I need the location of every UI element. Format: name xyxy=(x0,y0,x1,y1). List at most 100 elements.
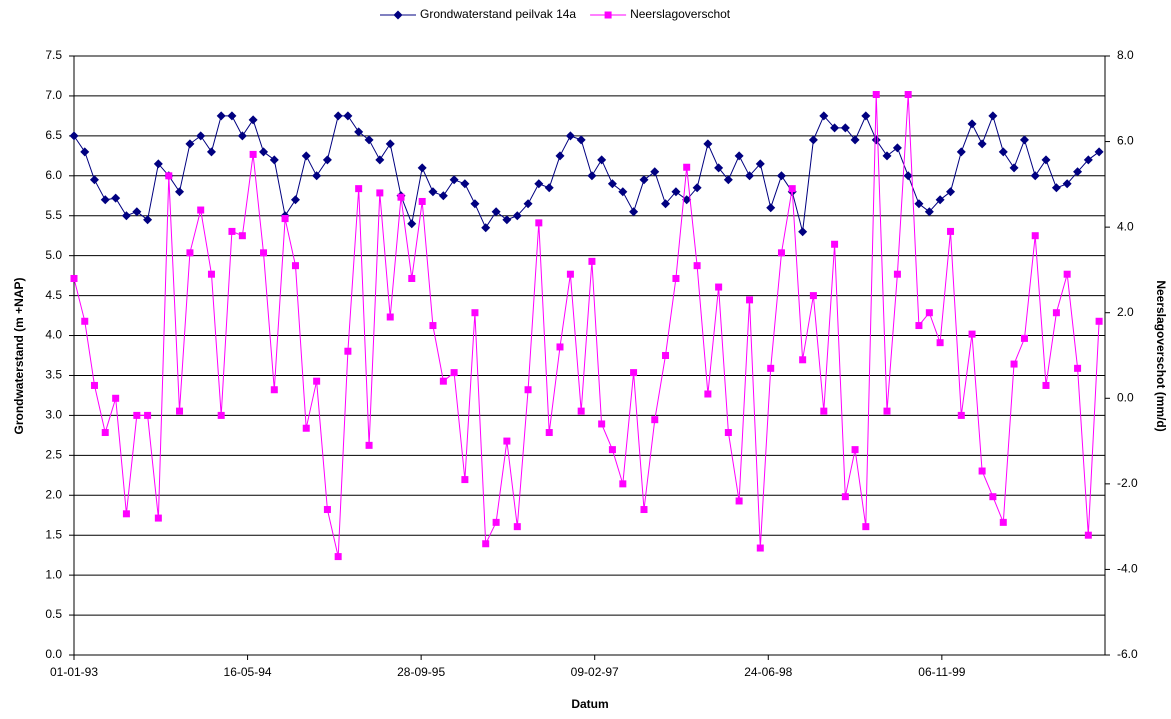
data-point xyxy=(977,139,987,149)
data-point xyxy=(376,189,384,197)
data-point xyxy=(904,91,912,99)
data-point xyxy=(978,467,986,475)
y-tick-label: 5.0 xyxy=(45,248,62,262)
data-point xyxy=(386,313,394,321)
data-point xyxy=(206,147,216,157)
data-point xyxy=(281,215,289,223)
data-point xyxy=(302,424,310,432)
y2-tick-label: -6.0 xyxy=(1117,647,1138,661)
data-point xyxy=(893,270,901,278)
data-point xyxy=(207,270,215,278)
data-point xyxy=(1042,381,1050,389)
data-point xyxy=(249,150,257,158)
data-point xyxy=(355,185,363,193)
y-tick-label: 7.5 xyxy=(45,48,62,62)
data-point xyxy=(746,296,754,304)
data-point xyxy=(840,123,850,133)
data-point xyxy=(101,429,109,437)
data-point xyxy=(745,171,755,181)
data-point xyxy=(512,211,522,221)
series-line xyxy=(73,114,1100,232)
x-tick-label: 01-01-93 xyxy=(50,665,98,679)
data-point xyxy=(619,480,627,488)
data-point xyxy=(175,187,185,197)
data-point xyxy=(1009,163,1019,173)
data-point xyxy=(144,411,152,419)
data-point xyxy=(1020,334,1028,342)
y-tick-label: 6.5 xyxy=(45,128,62,142)
data-point xyxy=(608,446,616,454)
data-point xyxy=(682,195,692,205)
data-point xyxy=(197,206,205,214)
x-tick-label: 16-05-94 xyxy=(224,665,272,679)
data-point xyxy=(588,257,596,265)
data-point xyxy=(819,111,829,121)
data-point xyxy=(903,171,913,181)
data-point xyxy=(862,523,870,531)
data-point xyxy=(491,207,501,217)
data-point xyxy=(715,283,723,291)
data-point xyxy=(301,151,311,161)
data-point xyxy=(545,429,553,437)
data-point xyxy=(69,131,79,141)
y-tick-label: 7.0 xyxy=(45,88,62,102)
data-point xyxy=(385,139,395,149)
x-tick-label: 09-02-97 xyxy=(571,665,619,679)
data-point xyxy=(111,193,121,203)
data-point xyxy=(850,135,860,145)
data-point xyxy=(577,407,585,415)
data-point xyxy=(90,381,98,389)
data-point xyxy=(460,179,470,189)
y2-tick-label: 6.0 xyxy=(1117,134,1134,148)
data-point xyxy=(956,147,966,157)
y-tick-label: 4.5 xyxy=(45,288,62,302)
data-point xyxy=(248,115,258,125)
data-point xyxy=(100,195,110,205)
data-point xyxy=(524,386,532,394)
data-point xyxy=(661,199,671,209)
plot-frame xyxy=(73,55,1106,656)
data-point xyxy=(1095,317,1103,325)
data-point xyxy=(80,147,90,157)
data-point xyxy=(418,197,426,205)
data-point xyxy=(260,249,268,257)
data-point xyxy=(1041,155,1051,165)
data-point xyxy=(333,111,343,121)
legend-label: Grondwaterstand peilvak 14a xyxy=(420,7,576,21)
data-point xyxy=(841,493,849,501)
data-point xyxy=(481,223,491,233)
data-point xyxy=(1094,147,1104,157)
data-point xyxy=(1052,309,1060,317)
data-point xyxy=(946,187,956,197)
data-point xyxy=(216,111,226,121)
data-point xyxy=(323,506,331,514)
data-point xyxy=(228,227,236,235)
data-point xyxy=(1019,135,1029,145)
data-point xyxy=(237,131,247,141)
data-point xyxy=(503,437,511,445)
data-point xyxy=(587,171,597,181)
data-point xyxy=(598,420,606,428)
data-point xyxy=(407,219,417,229)
data-point xyxy=(408,274,416,282)
data-point xyxy=(523,199,533,209)
data-point xyxy=(133,411,141,419)
data-point xyxy=(1074,364,1082,372)
data-point xyxy=(766,203,776,213)
data-point xyxy=(555,151,565,161)
data-point xyxy=(947,227,955,235)
data-point xyxy=(915,322,923,330)
data-point xyxy=(461,476,469,484)
data-point xyxy=(936,339,944,347)
y2-tick-label: 4.0 xyxy=(1117,219,1134,233)
y2-tick-label: 0.0 xyxy=(1117,390,1134,404)
data-point xyxy=(1083,155,1093,165)
data-point xyxy=(788,185,796,193)
data-point xyxy=(808,135,818,145)
legend-marker xyxy=(393,10,403,20)
data-point xyxy=(566,270,574,278)
data-point xyxy=(227,111,237,121)
data-point xyxy=(196,131,206,141)
data-point xyxy=(290,195,300,205)
